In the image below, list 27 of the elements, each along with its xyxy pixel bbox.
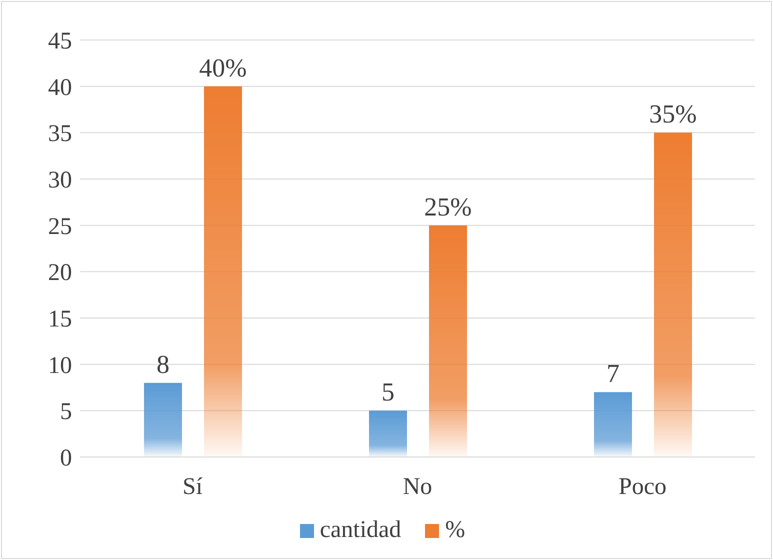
data-label: 25% <box>424 192 472 222</box>
bar <box>144 382 182 457</box>
y-tick-label: 30 <box>48 168 72 194</box>
y-tick-label: 40 <box>48 74 72 101</box>
y-tick-label: 45 <box>48 28 72 55</box>
bar <box>204 86 242 457</box>
legend-label: % <box>445 517 466 544</box>
y-tick-label: 5 <box>60 399 72 426</box>
x-tick-label: Poco <box>618 474 666 500</box>
bar <box>369 410 407 457</box>
data-label: 5 <box>382 378 394 407</box>
y-tick-label: 20 <box>48 260 72 286</box>
x-tick-label: No <box>402 474 432 500</box>
y-tick-label: 25 <box>48 214 72 240</box>
y-tick-label: 35 <box>48 121 72 148</box>
data-label: 40% <box>199 53 247 82</box>
data-label: 35% <box>649 100 697 129</box>
bar <box>654 132 692 457</box>
y-tick-label: 0 <box>60 446 72 472</box>
data-label: 8 <box>156 350 170 379</box>
data-label: 7 <box>606 359 620 388</box>
y-tick-label: 10 <box>48 352 72 379</box>
legend-label: cantidad <box>320 517 402 544</box>
bar <box>594 392 632 457</box>
x-tick-label: Sí <box>182 474 203 500</box>
y-tick-label: 15 <box>48 306 72 333</box>
bar <box>429 225 467 457</box>
